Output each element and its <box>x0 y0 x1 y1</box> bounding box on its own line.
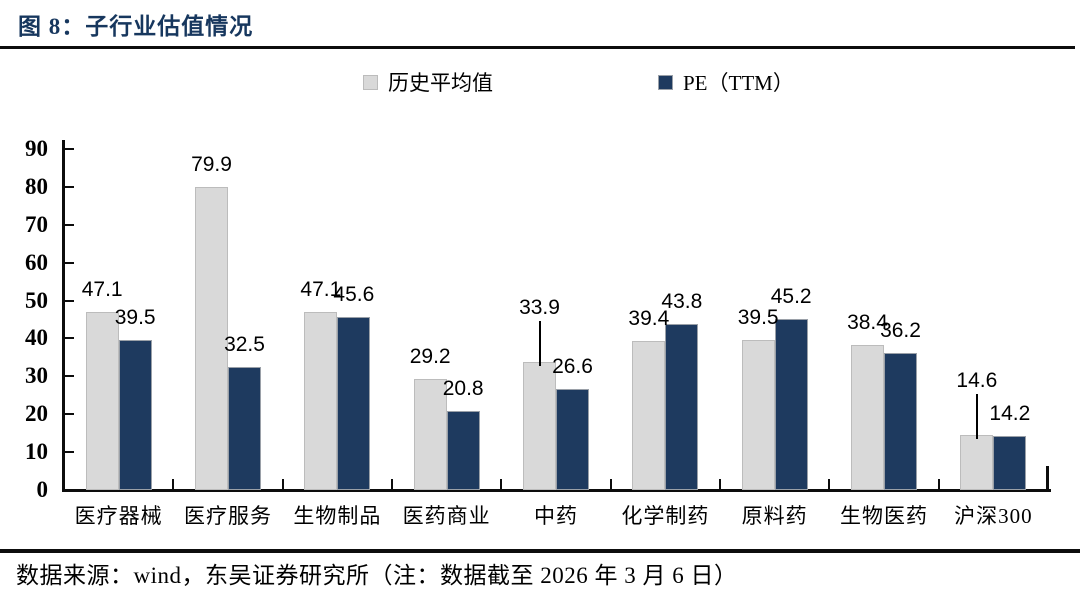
bar-pe-ttm <box>228 366 261 490</box>
x-axis-tick <box>172 479 175 489</box>
y-axis-tick <box>65 337 74 340</box>
bar-historical-average <box>632 340 666 490</box>
bar-historical-average <box>851 344 884 490</box>
y-axis-tick <box>65 223 74 226</box>
bar-value-label: 32.5 <box>224 332 265 356</box>
bar-historical-average <box>960 434 994 490</box>
bar-value-label: 39.5 <box>114 306 156 330</box>
data-source-note: 数据来源：wind，东吴证券研究所（注：数据截至 2026 年 3 月 6 日） <box>16 563 738 588</box>
figure-title: 图 8：子行业估值情况 <box>18 14 254 39</box>
x-axis-tick <box>719 479 721 489</box>
bar-value-label: 45.2 <box>770 284 812 308</box>
bar-historical-average <box>413 379 447 490</box>
y-axis-tick <box>65 451 74 454</box>
y-axis-tick-label: 90 <box>25 136 48 161</box>
x-axis-category-label: 医药商业 <box>402 504 491 528</box>
bar-value-label: 38.4 <box>847 310 888 334</box>
legend-item-pe-ttm: PE（TTM） <box>658 70 794 95</box>
bar-historical-average <box>195 187 228 490</box>
y-axis-tick-label: 70 <box>25 211 48 237</box>
y-axis-tick-label: 50 <box>25 287 48 313</box>
bar-pe-ttm <box>118 340 152 490</box>
y-axis-tick <box>65 261 74 264</box>
x-axis-category-label: 医疗服务 <box>184 504 272 528</box>
y-axis-line <box>62 140 65 492</box>
x-axis-tick <box>281 479 284 489</box>
y-axis-tick <box>65 185 74 188</box>
bar-value-label: 79.9 <box>191 153 232 177</box>
x-axis-tick <box>937 479 940 489</box>
legend-label-historical-average: 历史平均值 <box>388 71 493 95</box>
bar-pe-ttm <box>884 352 917 490</box>
bar-value-label: 29.2 <box>409 345 451 369</box>
x-axis-line <box>62 489 1051 492</box>
y-axis-tick-label: 10 <box>25 439 48 465</box>
x-axis-category-label: 生物医药 <box>840 504 928 528</box>
bar-value-label: 39.5 <box>737 306 779 330</box>
leader-line <box>975 393 978 439</box>
bar-value-label: 36.2 <box>880 318 921 342</box>
bar-value-label: 20.8 <box>442 377 484 401</box>
y-axis-tick-label: 60 <box>25 249 48 275</box>
bar-pe-ttm <box>556 389 589 490</box>
bar-value-label: 47.1 <box>81 277 123 301</box>
x-axis-tick <box>828 479 831 489</box>
bar-value-label: 47.1 <box>300 277 342 301</box>
title-divider <box>0 46 1075 49</box>
bar-pe-ttm <box>337 317 371 490</box>
bar-pe-ttm <box>774 318 808 490</box>
y-axis-tick-label: 20 <box>25 401 48 427</box>
x-axis-category-label: 沪深300 <box>954 504 1033 528</box>
y-axis-tick <box>65 413 74 416</box>
legend-swatch-historical-average <box>363 74 378 90</box>
x-axis-tick <box>609 479 612 489</box>
x-axis-category-label: 原料药 <box>741 504 808 528</box>
y-axis-tick <box>65 375 74 378</box>
bar-value-label: 26.6 <box>552 355 593 379</box>
x-axis-category-label: 化学制药 <box>621 504 710 528</box>
footer-divider <box>0 549 1080 553</box>
legend-swatch-pe-ttm <box>658 74 673 90</box>
y-axis-tick-label: 40 <box>25 325 48 351</box>
y-axis-tick-label: 30 <box>25 363 48 389</box>
x-axis-end-tick <box>1046 466 1049 490</box>
bar-historical-average <box>304 311 338 490</box>
x-axis-category-label: 生物制品 <box>293 504 382 528</box>
bar-historical-average <box>85 311 119 490</box>
bar-pe-ttm <box>446 411 480 490</box>
y-axis-tick-label: 0 <box>36 477 49 502</box>
bar-value-label: 14.6 <box>956 368 998 392</box>
bar-historical-average <box>523 361 556 490</box>
bar-pe-ttm <box>665 324 699 490</box>
x-axis-tick <box>500 479 503 489</box>
x-axis-category-label: 医疗器械 <box>74 504 163 528</box>
legend-label-pe-ttm: PE（TTM） <box>683 71 794 95</box>
bar-value-label: 43.8 <box>661 290 703 314</box>
x-axis-tick <box>391 479 393 489</box>
bar-value-label: 33.9 <box>519 295 560 319</box>
legend-item-historical-average: 历史平均值 <box>363 70 493 95</box>
bar-value-label: 39.4 <box>628 306 670 330</box>
bar-historical-average <box>741 340 775 490</box>
bar-value-label: 45.6 <box>333 283 375 307</box>
bar-pe-ttm <box>993 436 1027 490</box>
y-axis-tick <box>65 299 74 302</box>
leader-line <box>538 320 541 366</box>
y-axis-tick <box>65 148 74 150</box>
x-axis-category-label: 中药 <box>534 504 578 528</box>
bar-value-label: 14.2 <box>989 402 1031 426</box>
y-axis-tick-label: 80 <box>25 173 48 199</box>
